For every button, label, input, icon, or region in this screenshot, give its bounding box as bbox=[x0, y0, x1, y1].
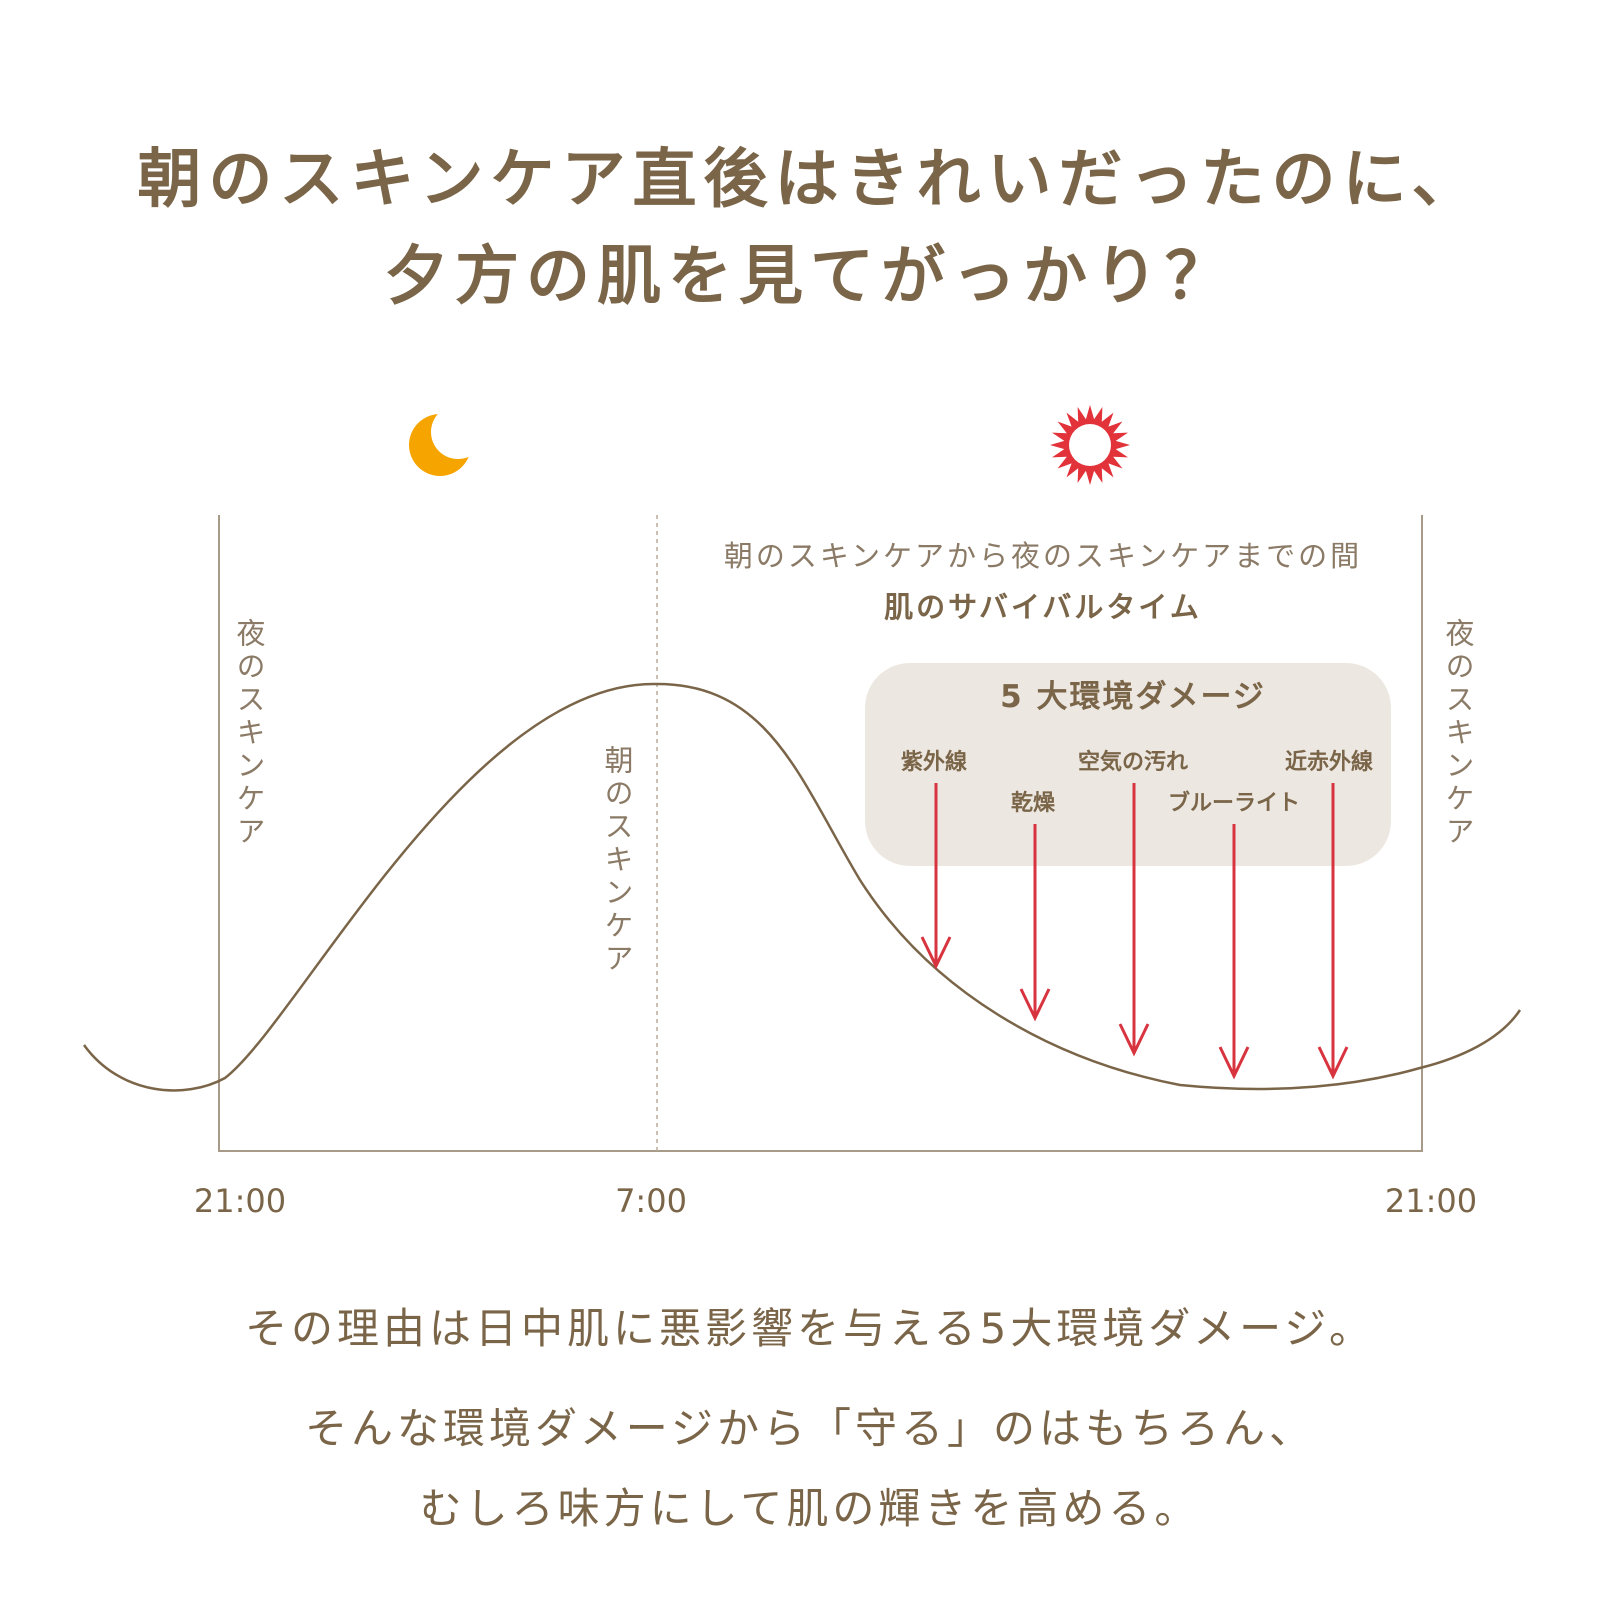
damage-box bbox=[865, 663, 1391, 866]
survival-caption-line-1: 朝のスキンケアから夜のスキンケアまでの間 bbox=[724, 539, 1362, 573]
moon-icon bbox=[409, 405, 485, 476]
survival-caption-line-2: 肌のサバイバルタイム bbox=[884, 590, 1202, 624]
body-text-line-1: その理由は日中肌に悪影響を与える5大環境ダメージ。 bbox=[244, 1304, 1376, 1353]
label-morning-skincare: 朝のスキンケア bbox=[600, 745, 634, 976]
skin-condition-curve bbox=[82, 682, 1522, 1092]
time-label-start: 21:00 bbox=[194, 1182, 286, 1220]
time-label-end: 21:00 bbox=[1385, 1182, 1477, 1220]
damage-label-air-pollution: 空気の汚れ bbox=[1078, 749, 1188, 775]
damage-box-title: 5 大環境ダメージ bbox=[1000, 679, 1266, 715]
headline-line-1: 朝のスキンケア直後はきれいだったのに、 bbox=[137, 143, 1483, 217]
time-label-morning: 7:00 bbox=[615, 1182, 687, 1220]
sun-icon bbox=[1050, 405, 1130, 485]
damage-arrow-uv bbox=[920, 783, 952, 970]
damage-arrow-air-pollution bbox=[1118, 783, 1150, 1057]
label-night-skincare-left: 夜のスキンケア bbox=[232, 618, 266, 849]
label-night-skincare-right: 夜のスキンケア bbox=[1441, 618, 1475, 849]
damage-label-uv: 紫外線 bbox=[901, 749, 967, 775]
damage-label-dryness: 乾燥 bbox=[1011, 790, 1056, 816]
damage-label-blue-light: ブルーライト bbox=[1168, 790, 1300, 816]
damage-arrow-near-infrared bbox=[1317, 783, 1349, 1080]
body-text-line-2: そんな環境ダメージから「守る」のはもちろん、 bbox=[305, 1404, 1315, 1453]
damage-label-near-infrared: 近赤外線 bbox=[1285, 749, 1373, 775]
damage-arrow-dryness bbox=[1019, 824, 1051, 1022]
damage-arrow-blue-light bbox=[1218, 824, 1250, 1080]
body-text-line-3: むしろ味方にして肌の輝きを高める。 bbox=[419, 1484, 1201, 1533]
headline-line-2: 夕方の肌を見てがっかり？ bbox=[384, 240, 1236, 314]
